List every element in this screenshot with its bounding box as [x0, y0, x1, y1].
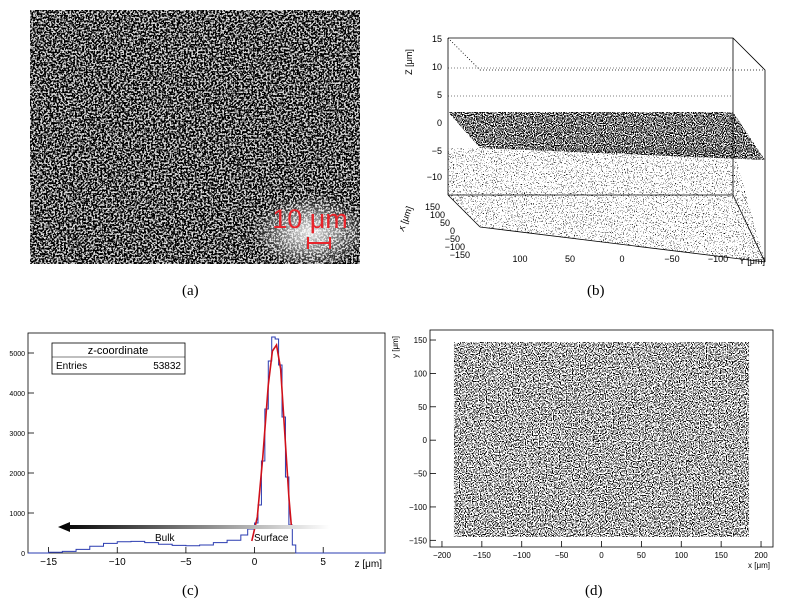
scale-bar-label: 10 μm: [272, 204, 348, 234]
z-tick: 10: [432, 62, 442, 72]
z-tick: 5: [437, 90, 442, 100]
x-tick: 150: [425, 202, 440, 212]
x-tick-label: 50: [637, 551, 646, 560]
panel-b: 15 10 5 0 −5 −10 Z [μm] 150 100 50 0 −50…: [396, 30, 785, 270]
y-axis-label: y [μm]: [391, 336, 400, 358]
histogram-chart: −15 −10 −5 0 5 0 1000 2000 3000 4000 5000 Bulk Sur…: [9, 332, 386, 570]
panel-c: −15 −10 −5 0 5 0 1000 2000 3000 4000 5000 Bulk Sur…: [0, 325, 390, 575]
caption-c: (c): [182, 583, 199, 599]
y-tick-label: 2000: [9, 471, 25, 478]
stats-box: z-coordinate Entries 53832: [51, 342, 186, 375]
y-tick-label: 50: [418, 403, 427, 412]
stats-title: z-coordinate: [88, 345, 149, 357]
y-tick: 100: [512, 254, 527, 264]
y-tick-label: 5000: [9, 351, 25, 358]
y-tick-label: 100: [414, 369, 428, 378]
x-tick-label: 100: [675, 551, 689, 560]
x-tick-label: −15: [40, 557, 57, 568]
z-tick: −10: [427, 172, 442, 182]
panel-a: 10 μm: [30, 10, 368, 268]
stats-entries-label: Entries: [56, 361, 87, 372]
surface-label: Surface: [254, 533, 289, 544]
y-tick-label: −100: [409, 503, 428, 512]
x-tick: −100: [445, 242, 465, 252]
y-tick-label: 3000: [9, 431, 25, 438]
microscope-image: 10 μm: [30, 10, 368, 268]
y-tick-label: 1000: [9, 511, 25, 518]
x-tick-label: −150: [473, 551, 492, 560]
x-axis-label: x [μm]: [748, 561, 770, 570]
fit-curve: [251, 342, 293, 542]
x-tick-label: −200: [433, 551, 452, 560]
x-tick: 50: [440, 218, 450, 228]
x-tick-label: −100: [513, 551, 532, 560]
y-tick-label: 150: [414, 336, 428, 345]
y-tick-label: −150: [409, 536, 428, 545]
x-tick-label: 0: [252, 557, 258, 568]
y-tick-label: −50: [413, 470, 427, 479]
x-tick-label: 150: [714, 551, 728, 560]
x-tick-label: −10: [109, 557, 126, 568]
y-tick: −50: [664, 254, 679, 264]
y-tick: 50: [565, 254, 575, 264]
plot-frame: [27, 332, 386, 554]
bulk-arrow: [58, 522, 330, 532]
y-tick: 0: [619, 254, 624, 264]
scale-bar: [307, 237, 331, 249]
3d-scatter-plot: 15 10 5 0 −5 −10 Z [μm] 150 100 50 0 −50…: [396, 34, 766, 266]
y-tick-label: 0: [21, 551, 25, 558]
x-tick: 100: [430, 210, 445, 220]
y-tick: −100: [708, 254, 728, 264]
y-tick-label: 0: [423, 436, 428, 445]
x-tick-label: 200: [754, 551, 768, 560]
x-tick-label: −5: [180, 557, 192, 568]
x-tick-label: −50: [555, 551, 569, 560]
z-axis-label: Z [μm]: [404, 49, 414, 75]
bulk-label: Bulk: [155, 533, 175, 544]
z-tick: −5: [432, 146, 442, 156]
x-tick: −150: [450, 250, 470, 260]
panel-d: −200 −150 −100 −50 0 50 100 150 200 −150 −100 −50 0 5…: [390, 325, 785, 575]
x-tick: 0: [450, 226, 455, 236]
x-tick-label: 5: [320, 557, 326, 568]
caption-d: (d): [585, 583, 603, 599]
caption-a: (a): [182, 283, 199, 299]
caption-b: (b): [587, 283, 605, 299]
x-tick-label: 0: [599, 551, 604, 560]
histogram-series: [28, 336, 385, 554]
z-tick: 15: [432, 34, 442, 44]
scatter-chart: −200 −150 −100 −50 0 50 100 150 200 −150 −100 −50 0 5…: [391, 329, 774, 570]
x-tick: −50: [445, 234, 460, 244]
x-axis-label: X [μm]: [400, 205, 414, 233]
x-axis-label: z [μm]: [355, 559, 383, 570]
stats-entries-value: 53832: [153, 361, 181, 372]
y-tick-label: 4000: [9, 391, 25, 398]
z-tick: 0: [437, 118, 442, 128]
y-axis-label: Y [μm]: [739, 256, 765, 266]
scatter-points: [453, 342, 750, 537]
